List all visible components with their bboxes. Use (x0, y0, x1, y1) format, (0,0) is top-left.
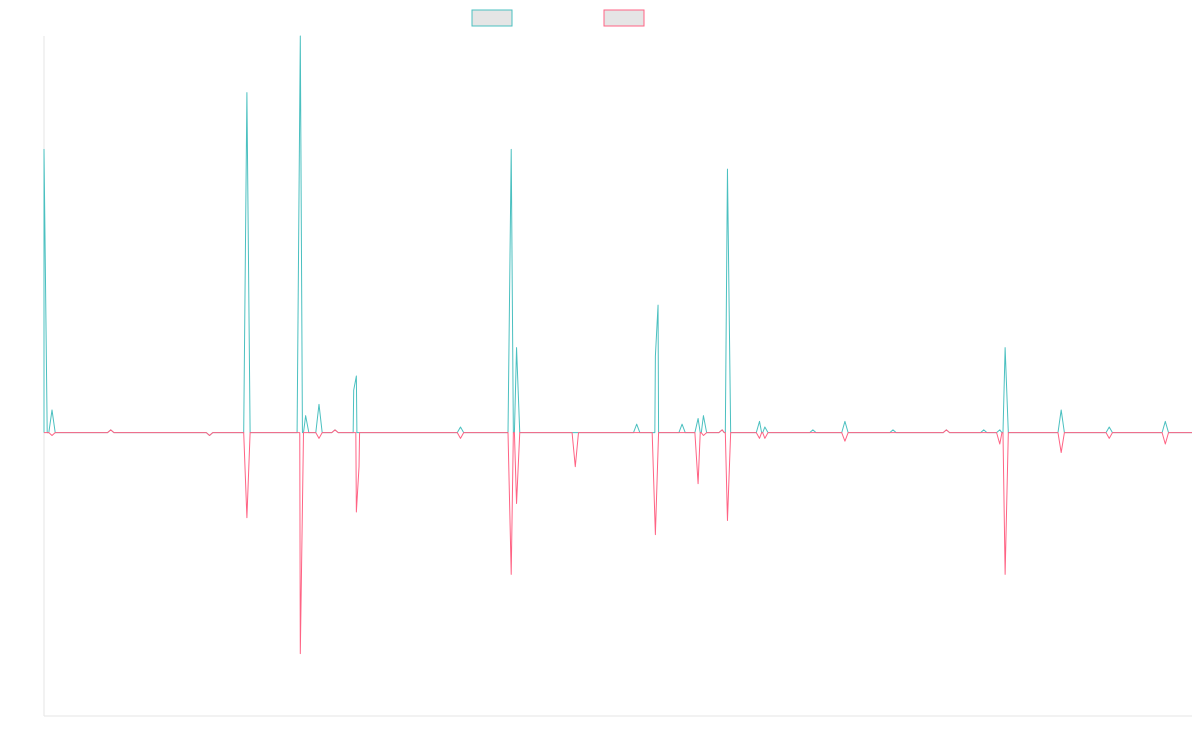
legend-swatch-1 (603, 9, 645, 27)
legend-swatch-0 (471, 9, 513, 27)
series-line-1 (44, 429, 1192, 655)
axes (43, 36, 1192, 717)
series-group (43, 35, 1192, 655)
legend (471, 9, 645, 27)
series-line-0 (43, 35, 1192, 436)
